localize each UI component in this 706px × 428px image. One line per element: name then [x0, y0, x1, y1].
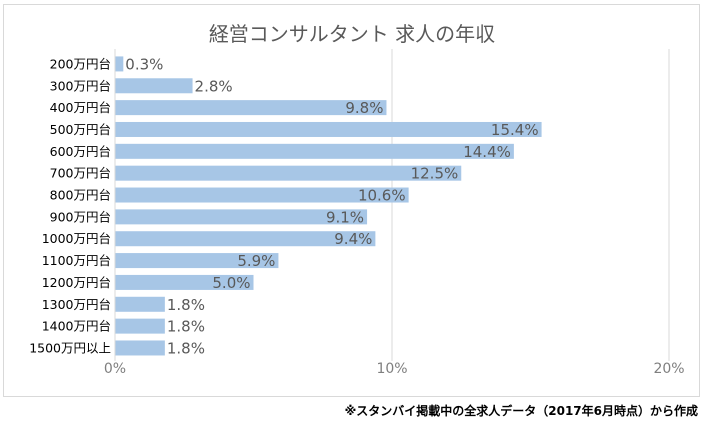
category-label-3: 500万円台 — [50, 122, 111, 137]
data-label-7: 9.1% — [326, 208, 364, 226]
data-label-8: 9.4% — [334, 230, 372, 248]
bar-4 — [115, 143, 514, 159]
footnote: ※スタンバイ掲載中の全求人データ（2017年6月時点）から作成 — [344, 404, 698, 418]
bar-13 — [115, 340, 165, 356]
data-label-5: 12.5% — [411, 165, 459, 183]
bar-6 — [115, 187, 409, 203]
x-tick-label-1: 10% — [376, 361, 407, 377]
category-label-1: 300万円台 — [50, 78, 111, 93]
data-label-0: 0.3% — [125, 55, 163, 73]
bar-3 — [115, 121, 542, 137]
chart-frame: 経営コンサルタント 求人の年収 0% 10% 20% 200万円台 0.3% 300万円台 2… — [3, 4, 700, 397]
category-label-8: 1000万円台 — [42, 231, 111, 246]
category-label-9: 1100万円台 — [42, 253, 111, 268]
data-label-11: 1.8% — [167, 296, 205, 314]
data-label-4: 14.4% — [463, 143, 511, 161]
x-tick-label-2: 20% — [653, 361, 684, 377]
bar-chart: 経営コンサルタント 求人の年収 0% 10% 20% 200万円台 0.3% 300万円台 2… — [29, 22, 684, 377]
category-label-7: 900万円台 — [50, 209, 111, 224]
data-label-2: 9.8% — [345, 99, 383, 117]
bar-0 — [115, 56, 124, 72]
bar-11 — [115, 296, 165, 312]
category-label-13: 1500万円以上 — [29, 340, 111, 355]
category-label-11: 1300万円台 — [42, 297, 111, 312]
data-label-3: 15.4% — [491, 121, 539, 139]
bar-7 — [115, 209, 368, 225]
data-label-10: 5.0% — [212, 274, 250, 292]
category-label-12: 1400万円台 — [42, 319, 111, 334]
chart-title: 経営コンサルタント 求人の年収 — [209, 22, 495, 46]
category-label-4: 600万円台 — [50, 144, 111, 159]
category-label-6: 800万円台 — [50, 188, 111, 203]
bar-1 — [115, 78, 193, 94]
category-label-2: 400万円台 — [50, 100, 111, 115]
data-label-6: 10.6% — [358, 187, 406, 205]
category-label-10: 1200万円台 — [42, 275, 111, 290]
bar-8 — [115, 231, 376, 247]
x-tick-label-0: 0% — [104, 361, 126, 377]
bar-12 — [115, 318, 165, 334]
category-label-5: 700万円台 — [50, 166, 111, 181]
data-label-9: 5.9% — [237, 252, 275, 270]
category-label-0: 200万円台 — [50, 56, 111, 71]
bar-9 — [115, 253, 279, 269]
bar-2 — [115, 100, 387, 116]
data-label-1: 2.8% — [195, 77, 233, 95]
data-label-13: 1.8% — [167, 339, 205, 357]
bar-10 — [115, 274, 254, 290]
bar-5 — [115, 165, 462, 181]
data-label-12: 1.8% — [167, 318, 205, 336]
